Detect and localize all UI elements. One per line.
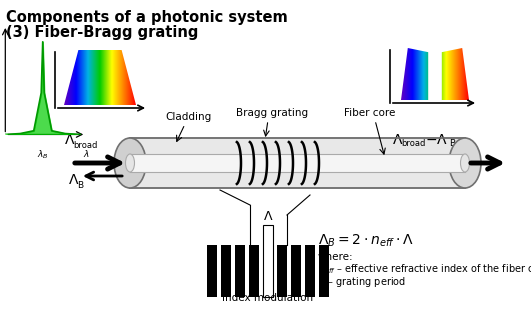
Bar <box>249 245 259 297</box>
Bar <box>291 245 301 297</box>
Text: $\Lambda_B = 2 \cdot n_{eff} \cdot \Lambda$: $\Lambda_B = 2 \cdot n_{eff} \cdot \Lamb… <box>318 233 414 249</box>
Bar <box>319 245 329 297</box>
Text: Components of a photonic system: Components of a photonic system <box>6 10 288 25</box>
Text: $\Lambda$: $\Lambda$ <box>64 133 75 147</box>
Text: $\Lambda$: $\Lambda$ <box>392 133 404 147</box>
Bar <box>130 154 465 172</box>
Text: where:: where: <box>318 252 354 262</box>
Ellipse shape <box>114 138 146 188</box>
Text: $n_{eff}$ – effective refractive index of the fiber core: $n_{eff}$ – effective refractive index o… <box>318 262 531 276</box>
Bar <box>221 245 231 297</box>
Bar <box>235 245 245 297</box>
Text: B: B <box>77 181 83 190</box>
Text: broad: broad <box>73 140 97 149</box>
Ellipse shape <box>125 154 134 172</box>
Bar <box>263 245 273 297</box>
Ellipse shape <box>460 154 469 172</box>
Text: Cladding: Cladding <box>165 112 211 122</box>
Bar <box>263 225 273 297</box>
Text: Index modulation: Index modulation <box>222 293 314 303</box>
Text: B: B <box>449 139 455 148</box>
Bar <box>207 245 217 297</box>
Bar <box>277 245 287 297</box>
Bar <box>130 138 465 188</box>
Text: $\Lambda$: $\Lambda$ <box>263 210 273 223</box>
Text: broad: broad <box>401 139 425 148</box>
Text: $\Lambda$ – grating period: $\Lambda$ – grating period <box>318 275 406 289</box>
Text: (3) Fiber-Bragg grating: (3) Fiber-Bragg grating <box>6 25 199 40</box>
Text: $-\Lambda$: $-\Lambda$ <box>425 133 448 147</box>
Text: Fiber core: Fiber core <box>344 108 396 118</box>
Text: $\Lambda$: $\Lambda$ <box>68 173 79 187</box>
Bar <box>305 245 315 297</box>
Text: Bragg grating: Bragg grating <box>236 108 308 118</box>
Ellipse shape <box>449 138 481 188</box>
